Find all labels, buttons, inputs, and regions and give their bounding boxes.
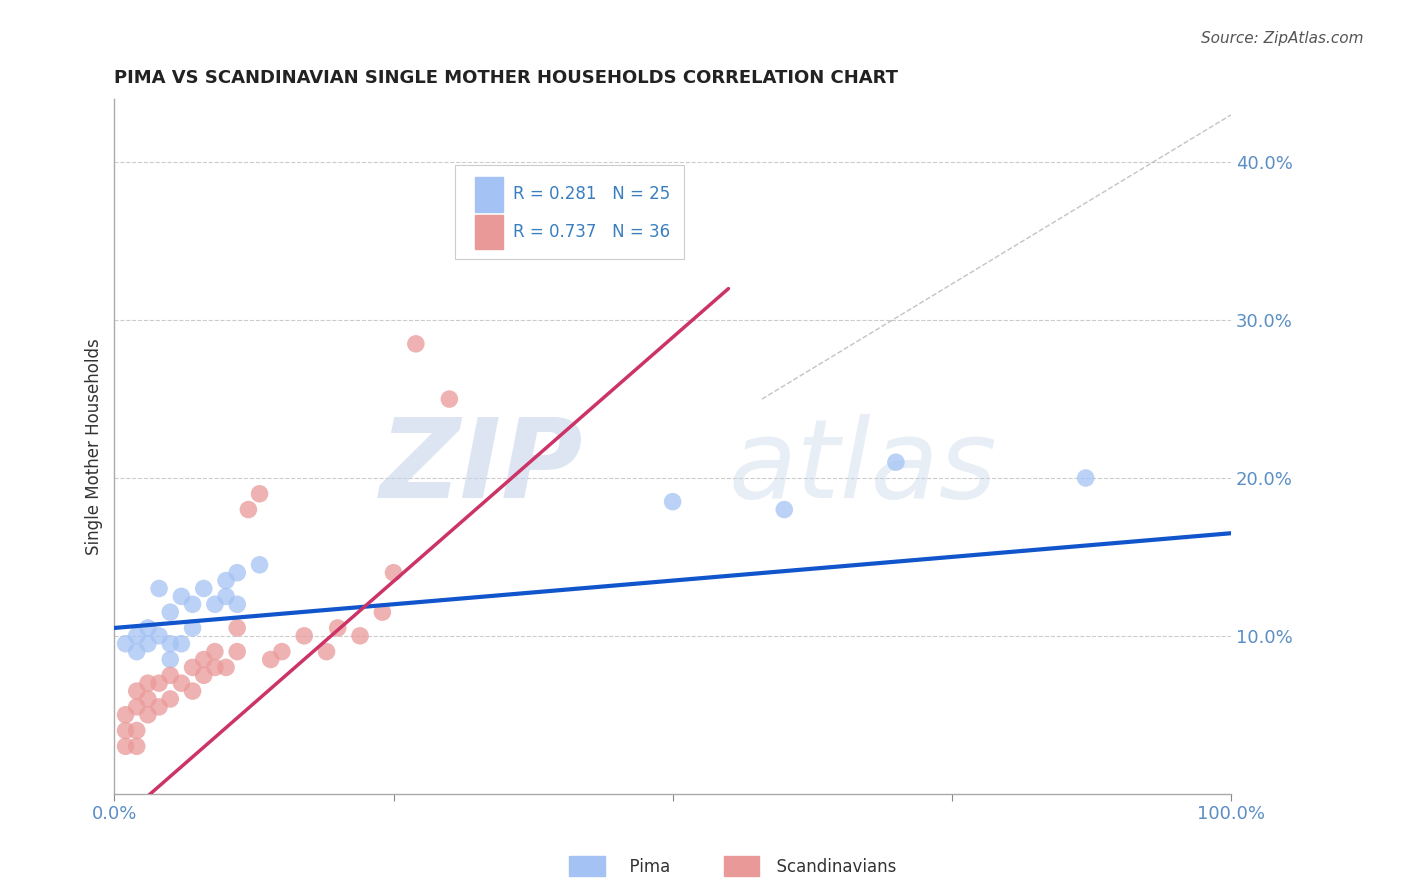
Point <box>159 637 181 651</box>
Point <box>439 392 461 406</box>
Point <box>181 621 204 635</box>
FancyBboxPatch shape <box>475 215 503 250</box>
Point <box>204 660 226 674</box>
Point <box>661 494 683 508</box>
Point <box>136 676 159 690</box>
Point <box>215 574 238 588</box>
Point <box>170 590 193 604</box>
Point <box>114 723 136 738</box>
Text: R = 0.281   N = 25: R = 0.281 N = 25 <box>513 186 671 203</box>
Point <box>114 707 136 722</box>
Point <box>249 558 271 572</box>
Point <box>148 582 170 596</box>
Point <box>125 629 148 643</box>
Point <box>238 502 260 516</box>
Point <box>405 336 427 351</box>
Point <box>193 582 215 596</box>
Point <box>215 660 238 674</box>
Point <box>136 621 159 635</box>
Point <box>193 652 215 666</box>
Point <box>270 645 292 659</box>
Point <box>884 455 907 469</box>
Point <box>226 621 249 635</box>
Point <box>204 597 226 611</box>
Point <box>181 597 204 611</box>
Point <box>181 684 204 698</box>
Point <box>125 739 148 754</box>
Point <box>159 668 181 682</box>
Point <box>136 637 159 651</box>
Point <box>226 597 249 611</box>
Point <box>159 605 181 619</box>
Point <box>148 676 170 690</box>
Point <box>315 645 337 659</box>
Point <box>260 652 283 666</box>
Point <box>382 566 405 580</box>
Point <box>114 739 136 754</box>
Point <box>226 566 249 580</box>
Point <box>249 487 271 501</box>
Point <box>125 723 148 738</box>
Point <box>170 676 193 690</box>
Point <box>125 645 148 659</box>
Point <box>204 645 226 659</box>
Point <box>215 590 238 604</box>
Point <box>159 692 181 706</box>
Point <box>371 605 394 619</box>
Point <box>1074 471 1097 485</box>
Text: R = 0.737   N = 36: R = 0.737 N = 36 <box>513 223 671 241</box>
Point <box>226 645 249 659</box>
Point <box>170 637 193 651</box>
Point <box>125 684 148 698</box>
Point <box>114 637 136 651</box>
Point <box>159 652 181 666</box>
Text: Source: ZipAtlas.com: Source: ZipAtlas.com <box>1201 31 1364 46</box>
Text: ZIP: ZIP <box>380 414 583 521</box>
Y-axis label: Single Mother Households: Single Mother Households <box>86 338 103 555</box>
Point <box>125 699 148 714</box>
FancyBboxPatch shape <box>475 178 503 211</box>
Point <box>193 668 215 682</box>
Point <box>349 629 371 643</box>
Text: Scandinavians: Scandinavians <box>766 858 897 876</box>
Point <box>773 502 796 516</box>
Point <box>326 621 349 635</box>
Point <box>292 629 315 643</box>
Text: atlas: atlas <box>728 414 997 521</box>
Point <box>181 660 204 674</box>
Point <box>148 629 170 643</box>
Point <box>136 692 159 706</box>
Text: Pima: Pima <box>619 858 669 876</box>
Point <box>136 707 159 722</box>
Text: PIMA VS SCANDINAVIAN SINGLE MOTHER HOUSEHOLDS CORRELATION CHART: PIMA VS SCANDINAVIAN SINGLE MOTHER HOUSE… <box>114 69 898 87</box>
Point <box>148 699 170 714</box>
FancyBboxPatch shape <box>456 165 683 259</box>
